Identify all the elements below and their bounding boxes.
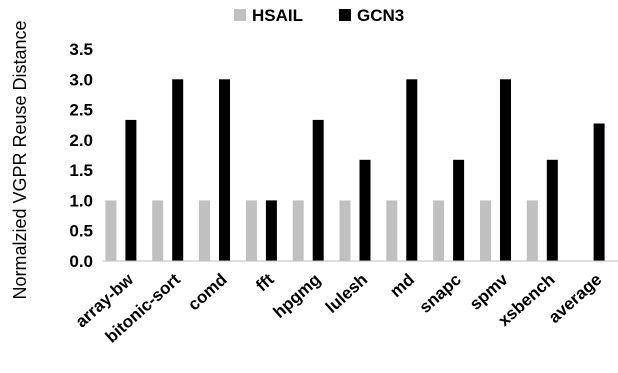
bar-gcn3-md xyxy=(406,79,418,261)
bar-hsail-fft xyxy=(245,200,257,261)
y-tick-label: 0.0 xyxy=(69,252,93,271)
x-tick-label: fft xyxy=(252,270,278,296)
x-tick-label: comd xyxy=(184,270,230,314)
bar-hsail-md xyxy=(386,200,398,261)
bar-gcn3-hpgmg xyxy=(312,119,324,262)
bar-hsail-bitonic-sort xyxy=(152,200,164,261)
bar-gcn3-spmv xyxy=(500,79,511,261)
bar-hsail-comd xyxy=(199,200,210,261)
x-tick-label: average xyxy=(545,270,605,327)
bar-hsail-lulesh xyxy=(339,200,351,261)
legend-swatch-hsail xyxy=(234,9,246,21)
bars xyxy=(105,79,605,262)
bar-hsail-snapc xyxy=(433,200,445,261)
y-tick-label: 1.5 xyxy=(69,161,93,180)
x-tick-label: hpgmg xyxy=(270,270,325,322)
y-tick-label: 1.0 xyxy=(69,191,93,210)
bar-gcn3-fft xyxy=(265,200,277,261)
legend-label-gcn3: GCN3 xyxy=(357,6,404,25)
y-tick-label: 0.5 xyxy=(69,222,93,241)
bar-gcn3-average xyxy=(593,123,605,261)
bar-gcn3-array-bw xyxy=(125,119,137,262)
bar-hsail-hpgmg xyxy=(292,200,304,261)
x-tick-label: lulesh xyxy=(322,270,371,317)
bar-gcn3-lulesh xyxy=(359,159,371,261)
y-tick-label: 3.5 xyxy=(69,40,93,59)
x-tick-label: md xyxy=(386,270,418,301)
y-ticks: 0.0 0.5 1.0 1.5 2.0 2.5 3.0 3.5 xyxy=(69,40,93,271)
bar-gcn3-comd xyxy=(219,79,230,261)
legend-swatch-gcn3 xyxy=(339,9,351,21)
bar-gcn3-xsbench xyxy=(546,159,558,261)
legend-label-hsail: HSAIL xyxy=(252,6,303,25)
y-tick-label: 3.0 xyxy=(69,70,93,89)
bar-hsail-xsbench xyxy=(526,200,538,261)
y-axis-label: Normalzied VGPR Reuse Distance xyxy=(10,20,30,299)
legend: HSAIL GCN3 xyxy=(234,6,404,25)
bar-hsail-spmv xyxy=(480,200,491,261)
bar-hsail-array-bw xyxy=(105,200,117,261)
bar-gcn3-bitonic-sort xyxy=(172,79,184,261)
x-tick-label: snapc xyxy=(416,270,465,317)
bar-gcn3-snapc xyxy=(453,159,465,261)
y-tick-label: 2.0 xyxy=(69,131,93,150)
y-tick-label: 2.5 xyxy=(69,101,93,120)
